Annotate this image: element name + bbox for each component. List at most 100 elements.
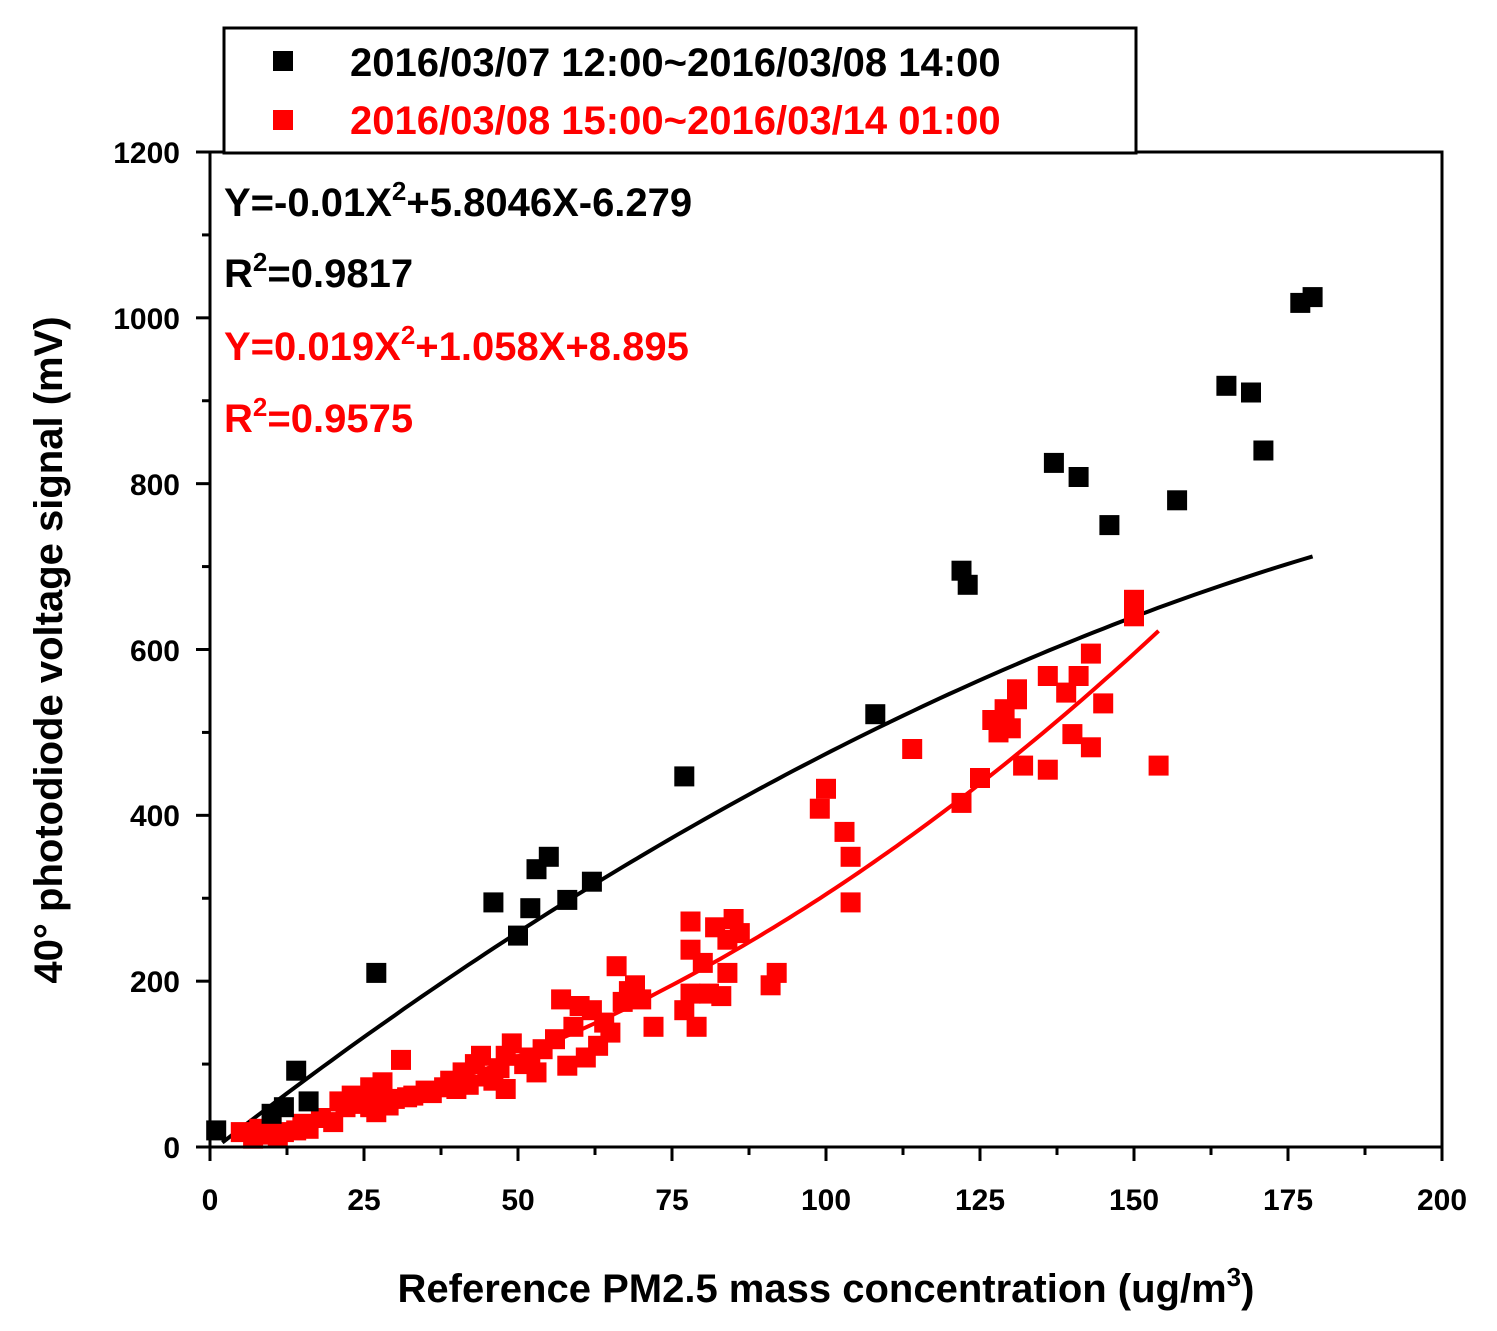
r2-superscript: 2 [253,392,267,422]
fit-equation-superscript: 2 [392,176,406,206]
data-point-series-2 [495,1079,516,1099]
data-point-series-2 [1148,755,1169,776]
data-point-series-2 [526,1062,547,1083]
y-tick-label: 1000 [113,303,180,336]
data-points [206,287,1323,1149]
y-tick-label: 800 [130,469,180,502]
x-tick-label: 150 [1109,1184,1159,1217]
fit-equation-series-2: Y=0.019X2+1.058X+8.895 [224,320,689,369]
x-axis-title-end: ) [1241,1267,1254,1311]
legend: 2016/03/07 12:00~2016/03/08 14:00 2016/0… [222,26,1138,155]
data-point-series-1 [366,962,387,983]
fit-equation-tail: +5.8046X-6.279 [406,181,692,225]
data-point-series-1 [1302,287,1323,308]
data-point-series-2 [840,846,861,867]
y-tick-label: 600 [130,635,180,668]
data-point-series-1 [1043,452,1064,473]
x-tick-label: 175 [1263,1184,1313,1217]
data-point-series-1 [557,889,578,910]
data-point-series-2 [551,989,572,1010]
x-tick-label: 125 [955,1184,1005,1217]
fit-equation-text: Y=-0.01X [224,181,392,225]
r2-value: =0.9817 [267,252,413,296]
data-point-series-1 [483,892,504,913]
data-point-series-2 [458,1074,479,1095]
data-point-series-2 [729,923,750,944]
legend-box [222,26,1138,155]
data-point-series-1 [1216,375,1237,396]
r2-superscript: 2 [253,247,267,277]
plot-frame [208,150,1444,1149]
y-tick-label: 1200 [113,137,180,170]
data-point-series-2 [674,1000,695,1021]
data-point-series-2 [606,956,627,977]
data-point-series-2 [1062,724,1083,745]
data-point-series-2 [686,1016,707,1037]
y-tick-label: 400 [130,800,180,833]
data-point-series-1 [1068,467,1089,487]
x-tick-label: 75 [655,1184,688,1217]
x-tick-labels: 0 25 50 75 100 125 150 175 200 [202,1184,1467,1217]
data-point-series-2 [816,778,836,799]
fit-line-series-1 [221,554,1314,1145]
x-tick-label: 0 [202,1184,219,1217]
fit-r2-series-2: R2=0.9575 [224,392,413,441]
x-axis-title-text: Reference PM2.5 mass concentration (ug/m [398,1267,1227,1311]
data-point-series-2 [692,952,713,973]
data-point-series-2 [834,821,855,842]
data-point-series-2 [680,983,701,1004]
data-point-series-2 [372,1072,393,1093]
r2-label: R [224,397,253,441]
data-point-series-1 [273,1097,294,1118]
data-point-series-2 [1056,682,1077,703]
x-axis-title: Reference PM2.5 mass concentration (ug/m… [398,1262,1255,1311]
data-point-series-2 [1007,689,1027,710]
data-point-series-2 [557,1055,578,1076]
data-point-series-1 [1241,382,1261,403]
data-point-series-2 [951,792,972,813]
fit-equation-text: Y=0.019X [224,325,401,369]
data-point-series-2 [1080,643,1101,664]
data-point-series-2 [711,986,732,1007]
x-tick-label: 200 [1417,1184,1467,1217]
fit-equation-tail: +1.058X+8.895 [415,325,689,369]
y-tick-label: 200 [130,966,180,999]
legend-label-series-1: 2016/03/07 12:00~2016/03/08 14:00 [350,41,1001,85]
r2-label: R [224,252,253,296]
axis-ticks [196,150,1444,1161]
data-point-series-1 [957,574,978,595]
data-point-series-2 [391,1049,411,1070]
x-tick-label: 100 [801,1184,851,1217]
data-point-series-1 [1253,440,1274,461]
data-point-series-1 [1099,515,1120,536]
data-point-series-2 [680,911,701,932]
data-point-series-1 [520,898,541,919]
legend-label-series-2: 2016/03/08 15:00~2016/03/14 01:00 [350,99,1001,143]
data-point-series-1 [508,925,528,946]
fit-equation-superscript: 2 [401,320,415,350]
fit-equation-series-1: Y=-0.01X2+5.8046X-6.279 [224,176,692,225]
data-point-series-2 [1124,606,1144,627]
x-tick-label: 50 [501,1184,534,1217]
data-point-series-2 [902,739,923,759]
data-point-series-1 [286,1060,307,1081]
data-point-series-2 [809,798,830,819]
data-point-series-1 [298,1091,319,1112]
data-point-series-2 [471,1045,491,1066]
y-axis-title: 40° photodiode voltage signal (mV) [27,316,71,983]
data-point-series-2 [970,768,990,788]
y-tick-labels: 0 200 400 600 800 1000 1200 [113,137,180,1165]
data-point-series-2 [1068,666,1089,686]
data-point-series-2 [545,1029,565,1050]
data-point-series-1 [865,704,886,725]
x-axis-title-superscript: 3 [1227,1262,1241,1292]
x-tick-label: 25 [347,1184,380,1217]
fit-r2-series-1: R2=0.9817 [224,247,413,296]
y-tick-label: 0 [163,1132,180,1165]
data-point-series-2 [1124,589,1144,610]
data-point-series-1 [674,766,695,787]
data-point-series-2 [631,989,652,1010]
data-point-series-2 [501,1033,522,1054]
data-point-series-2 [563,1016,584,1037]
